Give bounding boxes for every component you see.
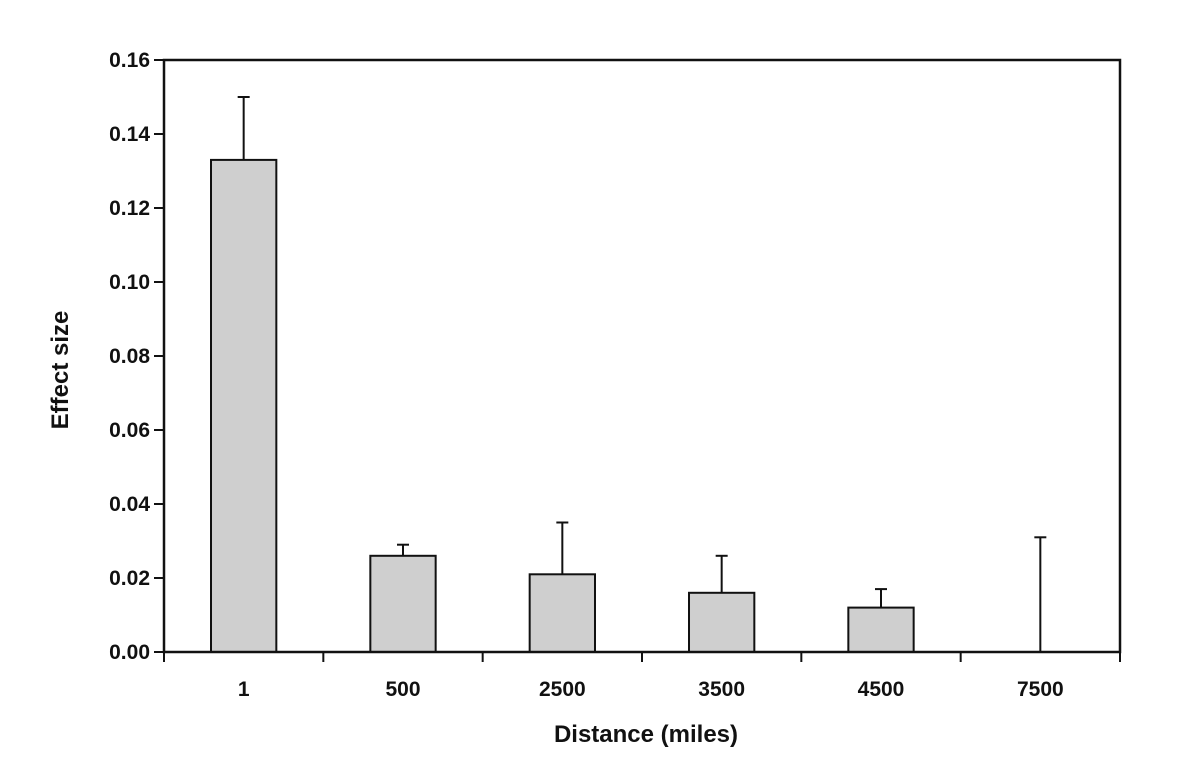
y-tick-label: 0.08	[109, 345, 150, 368]
bar	[528, 573, 596, 653]
x-tick-label: 2500	[539, 678, 586, 701]
x-tick-label: 4500	[858, 678, 905, 701]
y-tick-label: 0.06	[109, 419, 150, 442]
plot-frame	[162, 58, 1122, 654]
bar	[210, 158, 278, 653]
x-tick-label: 7500	[1017, 678, 1064, 701]
error-bars-group	[237, 96, 1047, 652]
x-tick-label: 1	[238, 678, 250, 701]
x-axis: 1 500 2500 3500 4500 7500	[163, 652, 1121, 701]
bar	[847, 606, 915, 653]
y-tick-label: 0.04	[109, 493, 150, 516]
y-tick-label: 0.12	[109, 197, 150, 220]
x-tick-label: 3500	[698, 678, 745, 701]
bar	[688, 591, 756, 653]
x-axis-title: Distance (miles)	[554, 721, 738, 748]
y-tick-label: 0.14	[109, 123, 150, 146]
y-tick-label: 0.16	[109, 49, 150, 72]
bars-group	[210, 158, 915, 653]
y-tick-label: 0.10	[109, 271, 150, 294]
y-tick-label: 0.02	[109, 567, 150, 590]
y-tick-label: 0.00	[109, 641, 150, 664]
y-axis-title: Effect size	[47, 311, 74, 430]
x-tick-label: 500	[385, 678, 420, 701]
y-axis: 0.00 0.02 0.04 0.06 0.08 0.10 0.12 0.14 0.16	[109, 49, 164, 664]
bar	[369, 554, 437, 653]
